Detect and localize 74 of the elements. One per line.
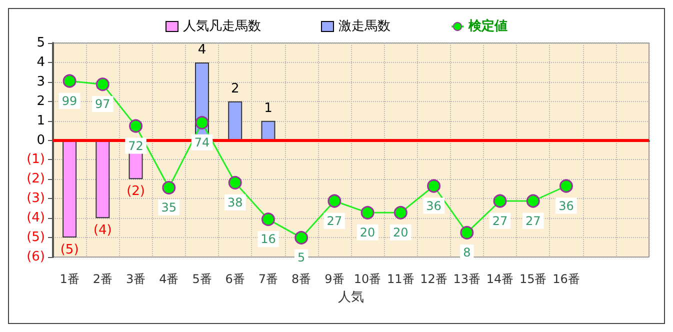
point [96,78,110,92]
data-label: 1 [264,100,272,116]
data-label: 27 [492,214,508,228]
y-tick-label: (2) [26,172,45,187]
x-tick-label: 5番 [192,272,212,286]
x-tick-label: 16番 [552,272,580,286]
data-label: 38 [227,195,243,210]
x-tick-label: 7番 [258,272,278,286]
point [559,179,573,193]
point [328,194,342,208]
x-tick-label: 2番 [92,272,112,286]
data-label: 35 [161,200,177,214]
data-label: 27 [326,214,342,228]
data-label: (5) [60,242,79,258]
data-label: 72 [128,138,144,153]
data-label: 97 [95,97,110,112]
y-tick-label: (1) [26,152,45,168]
legend-label: 検定値 [468,18,508,34]
y-tick-label: (3) [26,191,45,206]
point [394,206,408,220]
data-label: 20 [393,225,408,240]
point [261,212,275,226]
x-tick-label: 8番 [292,272,312,286]
data-label: 5 [298,250,306,264]
data-label: 8 [463,245,471,260]
x-tick-label: 1番 [60,272,80,286]
y-tick-label: (6) [26,250,45,264]
y-tick-label: 5 [36,36,45,50]
data-label: 27 [525,214,541,228]
data-label: (2) [126,184,145,200]
x-tick-label: 4番 [159,272,179,286]
data-label: 99 [62,94,78,108]
y-tick-label: (4) [26,210,45,226]
point [228,176,242,190]
data-label: 4 [198,42,206,58]
data-label: 20 [360,225,376,240]
bar [96,140,110,218]
y-tick-label: (5) [26,230,45,246]
bar [62,140,77,238]
point [360,206,374,220]
y-tick-label: 1 [36,113,45,128]
x-tick-label: 3番 [126,272,146,286]
data-label: 16 [260,232,276,246]
x-tick-label: 9番 [324,272,344,286]
point [427,179,441,193]
legend-label: 人気凡走馬数 [183,19,261,34]
x-tick-label: 6番 [225,272,245,286]
point [195,116,209,130]
y-tick-label: 0 [36,132,45,148]
legend-label: 激走馬数 [338,19,390,34]
point [129,119,143,133]
point [162,180,176,194]
bar [228,101,242,140]
x-tick-label: 11番 [387,272,414,286]
y-tick-label: 4 [36,54,45,70]
point [493,194,507,208]
point [526,194,540,208]
data-label: 36 [426,198,442,213]
point [460,226,474,240]
x-tick-label: 14番 [486,272,514,286]
data-label: 36 [558,198,574,213]
x-axis-title: 人気 [338,290,364,305]
x-tick-label: 12番 [420,272,448,286]
x-tick-label: 15番 [519,272,547,286]
x-tick-label: 10番 [354,272,382,286]
data-label: 2 [230,81,240,96]
point [62,74,76,88]
bar [261,120,276,140]
x-tick-label: 13番 [453,272,481,286]
y-tick-label: 2 [36,94,45,109]
y-tick-label: 3 [36,74,45,90]
data-label: (4) [93,223,112,238]
data-label: 74 [194,135,210,150]
point [294,230,308,244]
